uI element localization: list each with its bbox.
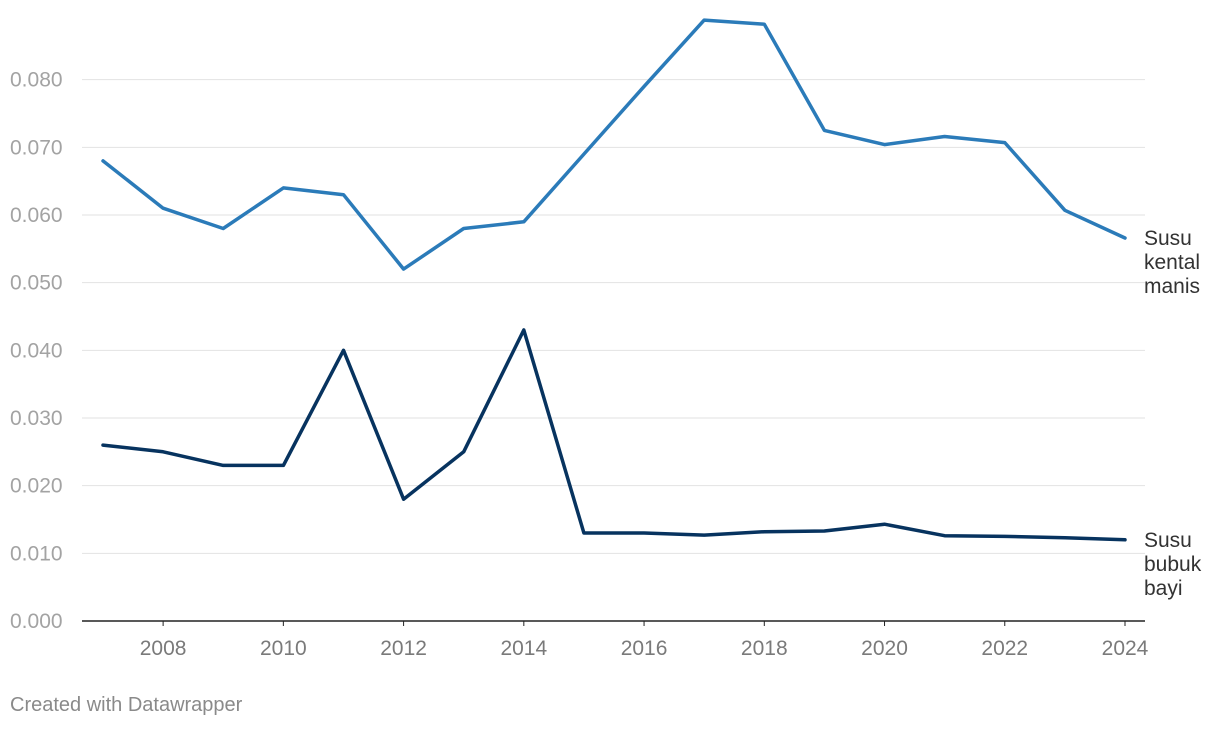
series-label-1: bubuk: [1144, 553, 1202, 576]
x-tick-label: 2014: [500, 637, 547, 660]
series-label-1: bayi: [1144, 577, 1183, 600]
y-tick-label: 0.020: [10, 475, 63, 498]
series-line-0: [101, 18, 1127, 271]
series-label-0: kental: [1144, 251, 1200, 274]
gridlines: [82, 79, 1145, 622]
x-tick-label: 2022: [981, 637, 1028, 660]
x-tick-label: 2020: [861, 637, 908, 660]
x-tick-label: 2018: [741, 637, 788, 660]
series-label-1: Susu: [1144, 529, 1192, 552]
x-tick-label: 2010: [260, 637, 307, 660]
y-tick-label: 0.000: [10, 610, 63, 633]
y-tick-label: 0.060: [10, 204, 63, 227]
x-tick-label: 2008: [140, 637, 187, 660]
series-line-1: [101, 328, 1127, 542]
y-tick-label: 0.010: [10, 542, 63, 565]
x-tick-label: 2024: [1102, 637, 1149, 660]
datawrapper-credit: Created with Datawrapper: [10, 694, 243, 716]
x-tick-label: 2016: [621, 637, 668, 660]
y-tick-label: 0.040: [10, 339, 63, 362]
y-tick-label: 0.050: [10, 272, 63, 295]
y-tick-label: 0.080: [10, 69, 63, 92]
series-lines: [101, 18, 1127, 542]
y-tick-label: 0.070: [10, 136, 63, 159]
series-label-0: manis: [1144, 275, 1200, 298]
y-axis-tick-labels: 0.000 0.010 0.020 0.030 0.040 0.050 0.060 0.070…: [10, 69, 63, 633]
y-tick-label: 0.030: [10, 407, 63, 430]
series-label-0: Susu: [1144, 227, 1192, 250]
x-axis-tick-labels: 2008 2010 2012 2014 2016 2018 2020 2022 2024: [140, 621, 1149, 660]
x-tick-label: 2012: [380, 637, 427, 660]
